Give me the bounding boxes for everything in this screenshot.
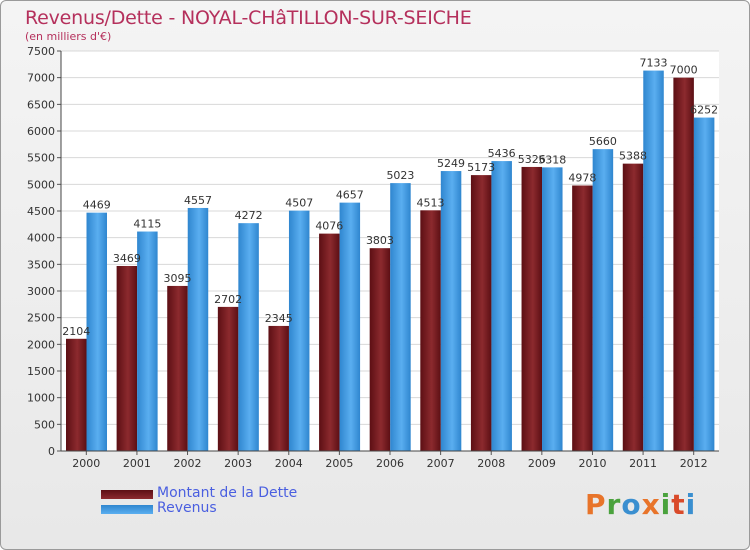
y-tick-label: 1000 [27, 392, 55, 405]
bar-revenus [339, 202, 361, 451]
bar-revenus [491, 161, 512, 451]
bar-revenus [440, 171, 462, 451]
data-label: 5173 [467, 161, 495, 174]
x-tick-label: 2003 [224, 457, 252, 470]
data-label: 6252 [690, 104, 718, 117]
x-tick-label: 2006 [376, 457, 404, 470]
bar-dette [673, 77, 694, 452]
data-label: 4657 [336, 189, 364, 202]
legend-label-revenus: Revenus [157, 500, 217, 516]
data-label: 5249 [437, 157, 465, 170]
y-tick-label: 0 [48, 445, 55, 458]
bar-revenus [542, 167, 563, 451]
bar-revenus [390, 183, 411, 451]
x-tick-label: 2004 [275, 457, 303, 470]
y-tick-label: 6000 [27, 125, 55, 138]
bar-dette [116, 265, 138, 451]
y-tick-label: 3000 [27, 285, 55, 298]
data-label: 4076 [315, 220, 343, 233]
bar-dette [622, 163, 644, 451]
data-label: 7000 [670, 64, 698, 77]
data-label: 5318 [538, 153, 566, 166]
legend-swatch-revenus [101, 505, 153, 514]
logo-letter: i [660, 488, 672, 521]
data-label: 2702 [214, 293, 242, 306]
legend-swatch-dette [101, 490, 153, 499]
bar-dette [521, 166, 543, 452]
bar-dette [369, 248, 391, 451]
x-tick-label: 2012 [680, 457, 708, 470]
y-tick-label: 2500 [27, 312, 55, 325]
data-label: 4513 [417, 196, 445, 209]
x-tick-label: 2009 [528, 457, 556, 470]
bar-revenus [643, 70, 664, 451]
data-label: 4507 [285, 197, 313, 210]
logo-letter: t [671, 488, 686, 521]
bar-dette [167, 285, 188, 451]
bar-dette [319, 233, 340, 451]
bar-revenus [187, 207, 209, 451]
chart-subtitle: (en milliers d'€) [25, 30, 112, 43]
bar-revenus [137, 231, 158, 451]
logo-letter: o [621, 488, 642, 521]
bar-dette [268, 325, 289, 451]
data-label: 4978 [568, 172, 596, 185]
x-tick-label: 2008 [477, 457, 505, 470]
bar-dette [470, 175, 492, 451]
data-label: 4469 [83, 199, 111, 212]
data-label: 5436 [488, 147, 516, 160]
proxiti-logo: Proxiti [585, 488, 696, 521]
bar-revenus [592, 149, 614, 451]
y-tick-label: 5500 [27, 152, 55, 165]
y-tick-label: 4500 [27, 205, 55, 218]
x-tick-label: 2007 [427, 457, 455, 470]
y-tick-label: 6500 [27, 98, 55, 111]
y-tick-label: 1500 [27, 365, 55, 378]
data-label: 5023 [386, 169, 414, 182]
bar-dette [572, 185, 593, 452]
bar-dette [420, 210, 441, 451]
logo-letter: x [641, 488, 661, 521]
data-label: 3469 [113, 252, 141, 265]
chart-title: Revenus/Dette - NOYAL-CHâTILLON-SUR-SEIC… [25, 7, 472, 29]
data-label: 3095 [163, 272, 191, 285]
bar-revenus [288, 210, 310, 451]
y-tick-label: 5000 [27, 178, 55, 191]
x-tick-label: 2000 [72, 457, 100, 470]
data-label: 5326 [518, 153, 546, 166]
y-tick-label: 2000 [27, 338, 55, 351]
bar-revenus [86, 212, 107, 451]
y-tick-label: 3500 [27, 258, 55, 271]
bar-revenus [238, 223, 259, 451]
y-tick-label: 4000 [27, 232, 55, 245]
logo-letter: i [685, 488, 697, 521]
data-label: 4557 [184, 194, 212, 207]
data-label: 3803 [366, 234, 394, 247]
x-tick-label: 2005 [325, 457, 353, 470]
y-tick-label: 7500 [27, 45, 55, 58]
bar-dette [217, 306, 239, 451]
logo-letter: r [606, 488, 622, 521]
logo-letter: P [585, 488, 607, 521]
y-tick-label: 7000 [27, 72, 55, 85]
data-label: 2104 [62, 325, 90, 338]
data-label: 2345 [265, 312, 293, 325]
bar-revenus [693, 117, 715, 451]
y-tick-label: 500 [34, 418, 55, 431]
data-label: 4272 [235, 209, 263, 222]
data-label: 5388 [619, 150, 647, 163]
x-tick-label: 2011 [629, 457, 657, 470]
legend-label-dette: Montant de la Dette [157, 485, 298, 501]
x-tick-label: 2002 [174, 457, 202, 470]
x-tick-label: 2010 [578, 457, 606, 470]
data-label: 5660 [589, 135, 617, 148]
x-tick-label: 2001 [123, 457, 151, 470]
bar-dette [66, 338, 87, 451]
data-label: 7133 [640, 57, 668, 70]
data-label: 4115 [133, 218, 161, 231]
